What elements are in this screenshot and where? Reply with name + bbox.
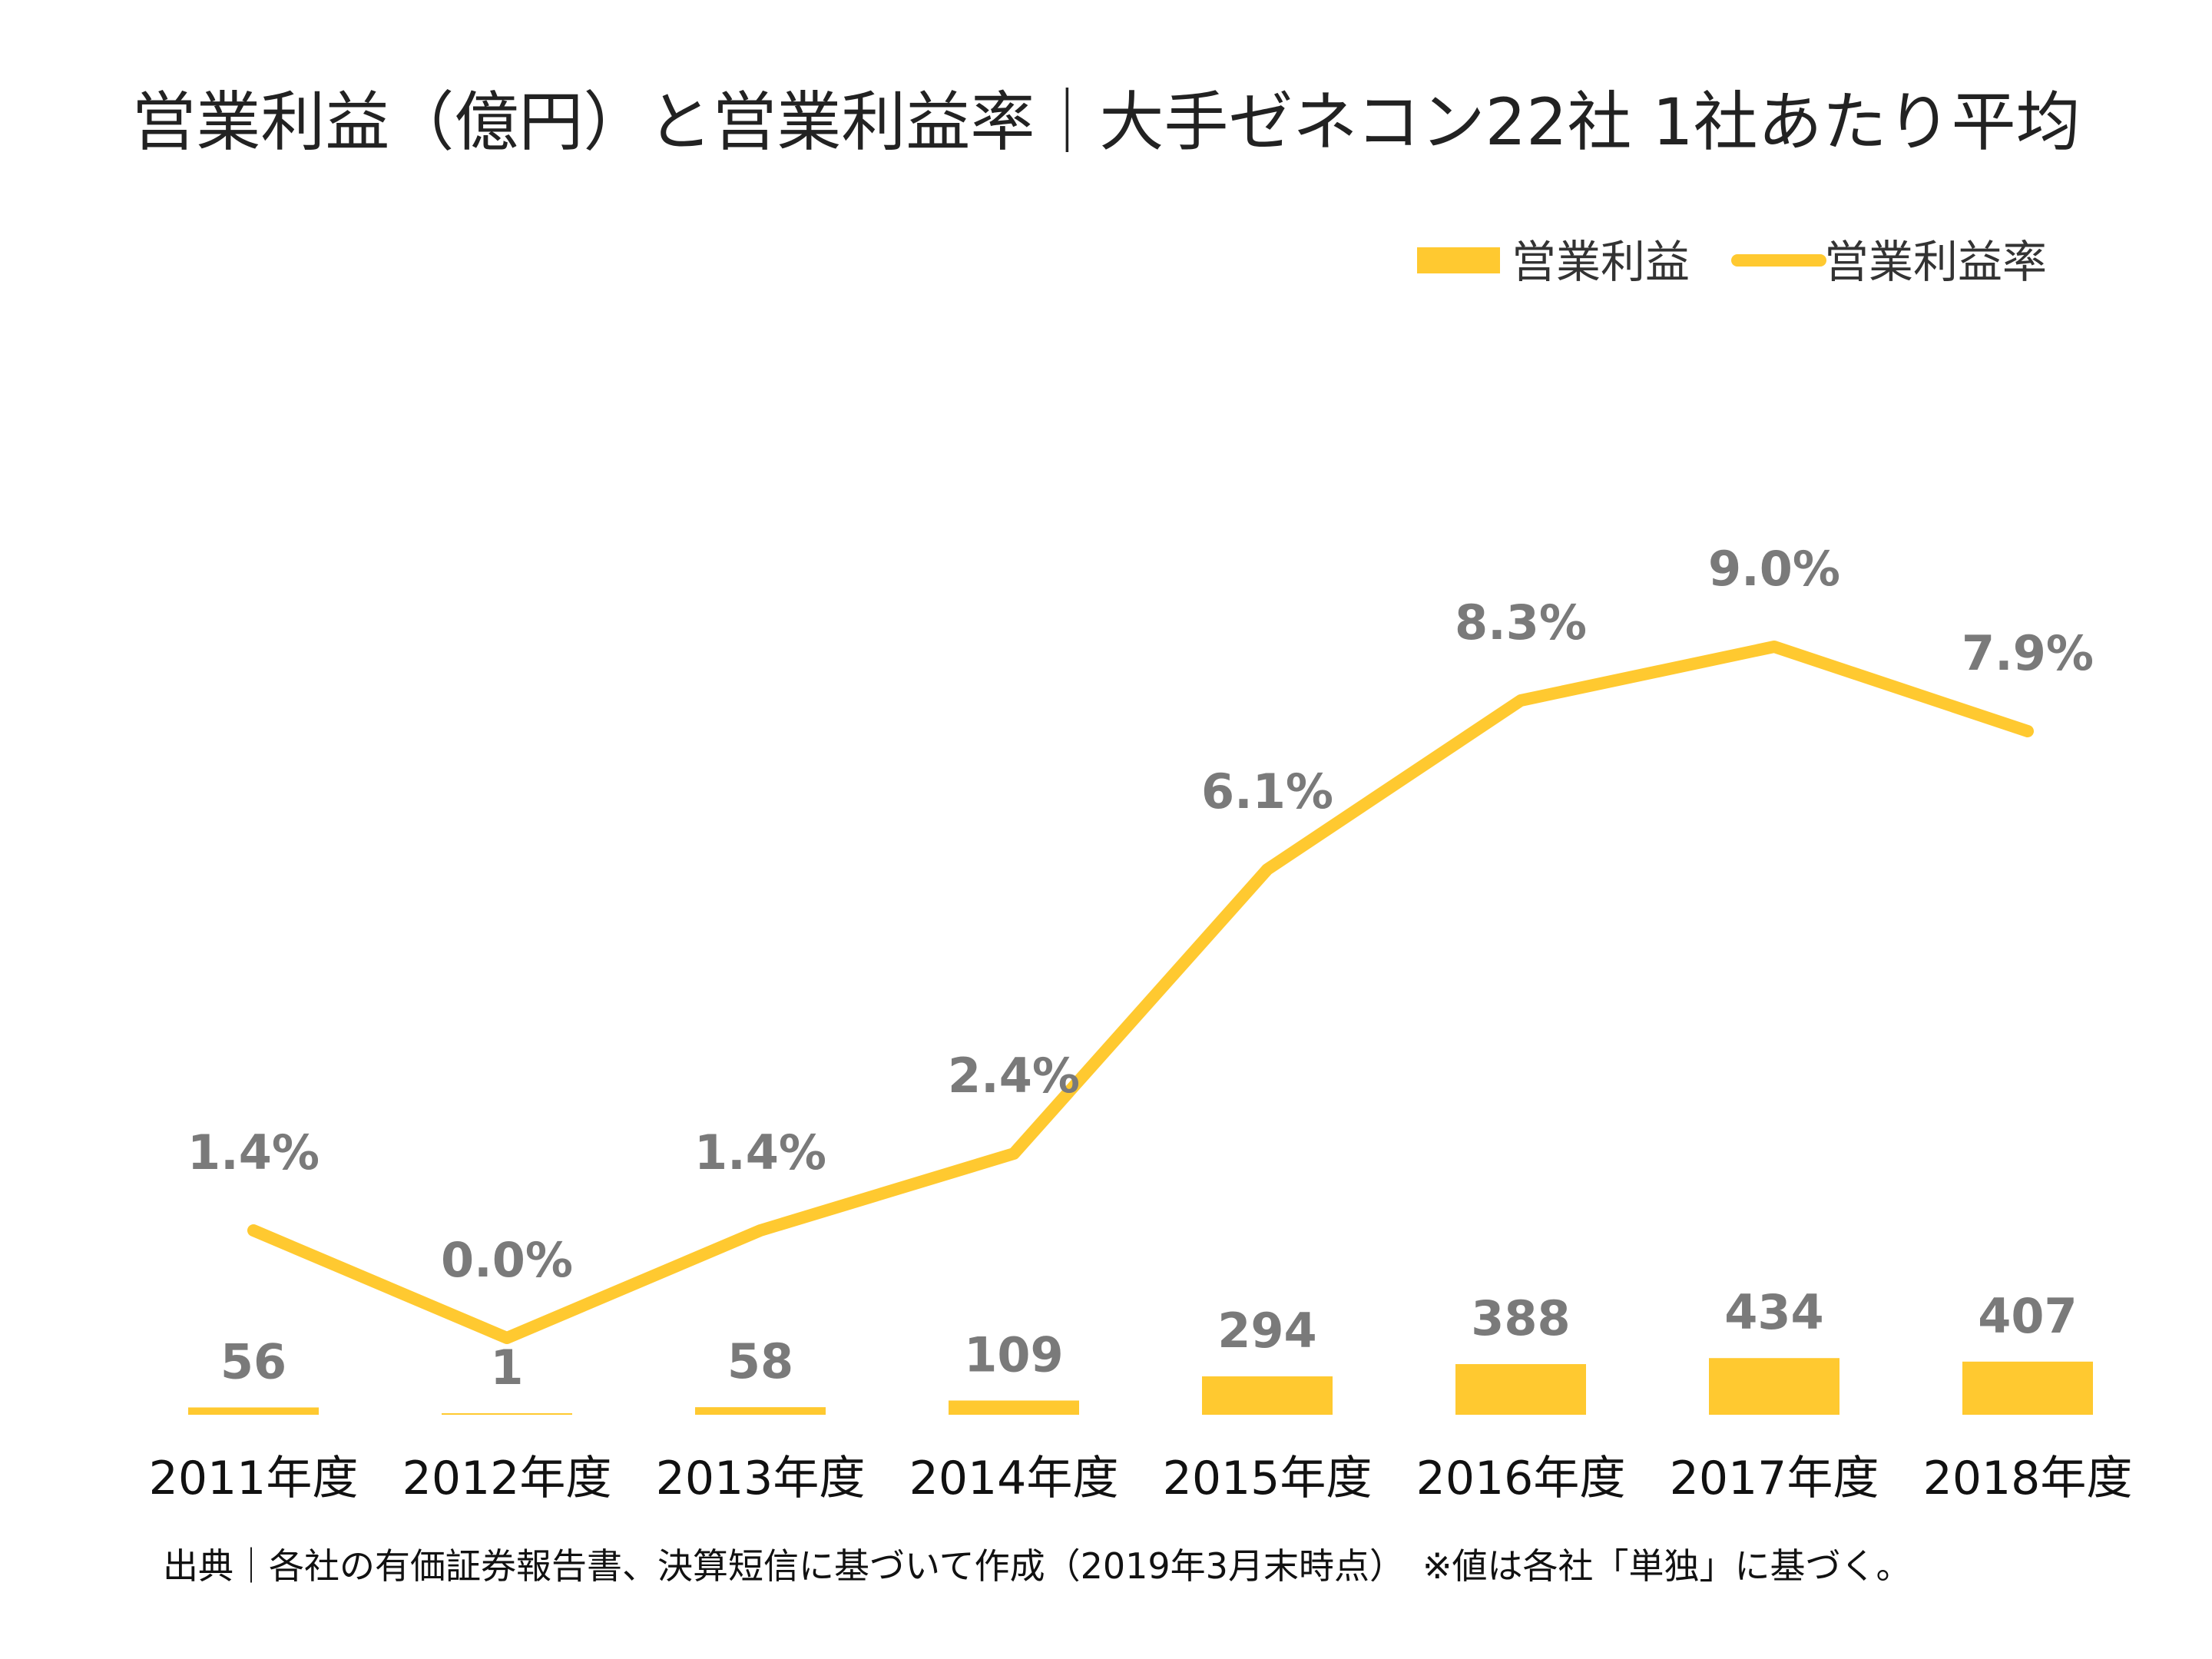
category-label-2: 2012年度	[402, 1452, 612, 1505]
bar-value-label-6: 388	[1471, 1290, 1570, 1346]
bar-series	[188, 1358, 2093, 1415]
bar-value-label-3: 58	[727, 1333, 793, 1389]
line-value-label-3: 1.4%	[694, 1124, 826, 1181]
category-label-7: 2017年度	[1670, 1452, 1879, 1505]
category-label-4: 2014年度	[909, 1452, 1119, 1505]
line-value-label-5: 6.1%	[1201, 763, 1333, 820]
line-value-label-1: 1.4%	[187, 1124, 320, 1181]
line-value-label-4: 2.4%	[948, 1048, 1080, 1104]
category-label-1: 2011年度	[149, 1452, 359, 1505]
line-path	[247, 641, 2034, 1344]
bar-6	[1455, 1364, 1586, 1415]
bar-value-label-4: 109	[964, 1326, 1063, 1382]
line-point-7	[1771, 644, 1777, 650]
legend-line-label: 営業利益率	[1824, 236, 2047, 288]
bar-value-label-2: 1	[490, 1339, 523, 1396]
line-labels: 1.4% 0.0% 1.4% 2.4% 6.1% 8.3% 9.0% 7.9%	[187, 541, 2094, 1288]
line-value-label-6: 8.3%	[1455, 594, 1587, 651]
bar-5	[1202, 1376, 1333, 1415]
line-point-5	[1264, 866, 1270, 873]
line-point-1	[250, 1227, 257, 1233]
line-value-label-2: 0.0%	[441, 1232, 573, 1288]
category-label-5: 2015年度	[1163, 1452, 1373, 1505]
category-label-6: 2016年度	[1416, 1452, 1626, 1505]
line-point-3	[757, 1227, 763, 1233]
bar-value-label-1: 56	[220, 1333, 286, 1389]
bar-8	[1962, 1361, 2093, 1415]
source-note: 出典｜各社の有価証券報告書、決算短信に基づいて作成（2019年3月末時点） ※値…	[163, 1545, 1912, 1587]
chart-title: 営業利益（億円）と営業利益率｜大手ゼネコン22社 1社あたり平均	[131, 84, 2080, 160]
category-labels: 2011年度 2012年度 2013年度 2014年度 2015年度 2016年度 2017…	[149, 1452, 2133, 1505]
bar-1	[188, 1407, 319, 1415]
legend: 営業利益 営業利益率	[1417, 236, 2047, 288]
line-value-label-8: 7.9%	[1962, 625, 2094, 681]
bar-2	[442, 1413, 572, 1415]
line-point-8	[2025, 728, 2031, 734]
line-point-2	[504, 1335, 510, 1341]
line-value-label-7: 9.0%	[1708, 541, 1840, 597]
bar-labels: 56 1 58 109 294 388 434 407	[220, 1284, 2078, 1396]
line-series	[247, 641, 2034, 1344]
line-point-6	[1518, 697, 1524, 704]
bar-value-label-8: 407	[1978, 1288, 2077, 1344]
legend-bar-swatch	[1417, 247, 1500, 273]
bar-4	[949, 1400, 1079, 1415]
line-point-4	[1011, 1151, 1017, 1157]
bar-value-label-7: 434	[1724, 1284, 1823, 1340]
bar-value-label-5: 294	[1217, 1303, 1316, 1359]
category-label-3: 2013年度	[656, 1452, 866, 1505]
legend-bar-label: 営業利益	[1512, 236, 1690, 288]
category-label-8: 2018年度	[1923, 1452, 2133, 1505]
bar-3	[695, 1407, 826, 1415]
bar-7	[1709, 1358, 1839, 1415]
